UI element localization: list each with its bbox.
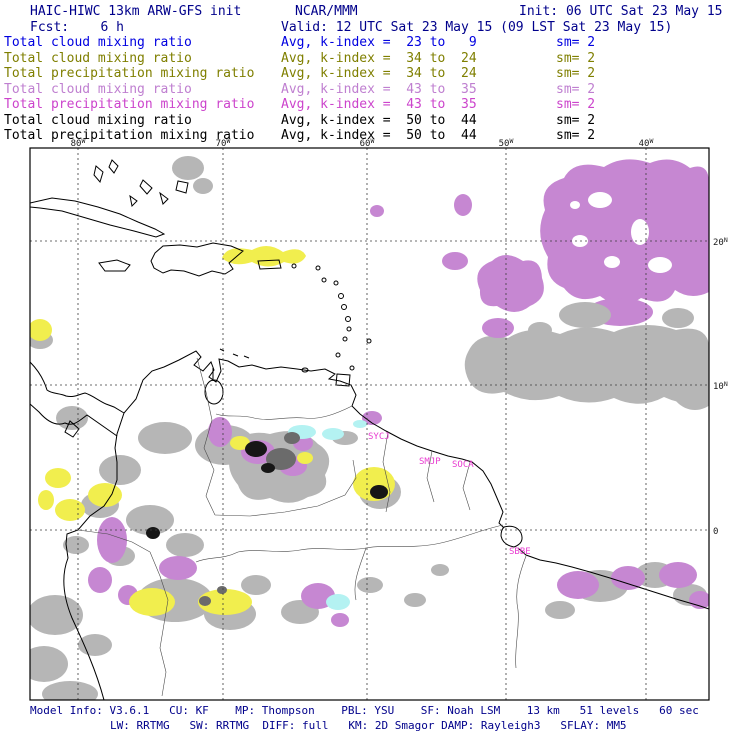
grid-lines <box>30 148 709 700</box>
legend-sm: sm= 2 <box>556 113 596 128</box>
legend-stat: Avg, k-index = 43 to 35 <box>281 82 477 97</box>
map-frame <box>29 147 710 701</box>
lon-tick-label: 50W <box>499 137 514 149</box>
header-line-1: HAIC-HIWC 13km ARW-GFS init NCAR/MMM Ini… <box>0 4 740 20</box>
lat-tick-labels: 20N 10N 0 <box>713 236 728 537</box>
legend-field: Total precipitation mixing ratio <box>4 97 255 112</box>
station-label: SYCJ <box>368 432 390 442</box>
legend-sm: sm= 2 <box>556 97 596 112</box>
coastlines <box>30 159 709 700</box>
lon-tick-label: 40W <box>639 137 654 149</box>
shade-black <box>146 441 388 539</box>
init-time: Init: 06 UTC Sat 23 May 15 <box>519 4 723 19</box>
valid-time: Valid: 12 UTC Sat 23 May 15 (09 LST Sat … <box>281 20 673 35</box>
legend-row: Total cloud mixing ratio Avg, k-index = … <box>0 113 740 129</box>
legend-stat: Avg, k-index = 50 to 44 <box>281 128 477 143</box>
legend-row: Total precipitation mixing ratio Avg, k-… <box>0 97 740 113</box>
model-info-line-1: Model Info: V3.6.1 CU: KF MP: Thompson P… <box>30 704 699 717</box>
legend-stat: Avg, k-index = 34 to 24 <box>281 66 477 81</box>
station-label: SBBE <box>509 547 531 557</box>
shade-darkgray <box>199 432 300 606</box>
lat-tick-label: 20N <box>713 236 728 248</box>
legend-field: Total cloud mixing ratio <box>4 113 192 128</box>
station-label: SOCA <box>452 460 474 470</box>
legend-row: Total precipitation mixing ratio Avg, k-… <box>0 66 740 82</box>
legend-stat: Avg, k-index = 43 to 35 <box>281 97 477 112</box>
shade-gray-over <box>528 302 694 355</box>
legend-row: Total cloud mixing ratio Avg, k-index = … <box>0 51 740 67</box>
lon-tick-labels: 80W 70W 60W 50W 40W <box>71 137 654 149</box>
forecast-hour: Fcst: 6 h <box>30 20 124 35</box>
borders-rivers <box>77 357 527 697</box>
lat-tick-label: 0 <box>713 527 718 537</box>
legend-row: Total cloud mixing ratio Avg, k-index = … <box>0 82 740 98</box>
model-title: HAIC-HIWC 13km ARW-GFS init <box>30 4 242 19</box>
legend-row: Total cloud mixing ratio Avg, k-index = … <box>0 35 740 51</box>
lon-tick-label: 80W <box>71 137 86 149</box>
legend-stat: Avg, k-index = 50 to 44 <box>281 113 477 128</box>
lat-tick-label: 10N <box>713 380 728 392</box>
legend-sm: sm= 2 <box>556 128 596 143</box>
legend-field: Total cloud mixing ratio <box>4 35 192 50</box>
legend-field: Total cloud mixing ratio <box>4 82 192 97</box>
org-name: NCAR/MMM <box>295 4 358 19</box>
station-label: SMJP <box>419 457 441 467</box>
legend-row: Total precipitation mixing ratio Avg, k-… <box>0 128 740 144</box>
legend-stat: Avg, k-index = 34 to 24 <box>281 51 477 66</box>
legend-field: Total cloud mixing ratio <box>4 51 192 66</box>
model-info-line-2: LW: RRTMG SW: RRTMG DIFF: full KM: 2D Sm… <box>110 719 627 732</box>
legend-stat: Avg, k-index = 23 to 9 <box>281 35 477 50</box>
legend-sm: sm= 2 <box>556 51 596 66</box>
header-line-2: Fcst: 6 h Valid: 12 UTC Sat 23 May 15 (0… <box>0 20 740 36</box>
legend-sm: sm= 2 <box>556 82 596 97</box>
legend-sm: sm= 2 <box>556 35 596 50</box>
lon-tick-label: 60W <box>360 137 375 149</box>
legend-sm: sm= 2 <box>556 66 596 81</box>
station-labels: SYCJ SMJP SOCA SBBE <box>368 432 531 557</box>
lon-tick-label: 70W <box>216 137 231 149</box>
legend-field: Total precipitation mixing ratio <box>4 128 255 143</box>
legend-field: Total precipitation mixing ratio <box>4 66 255 81</box>
